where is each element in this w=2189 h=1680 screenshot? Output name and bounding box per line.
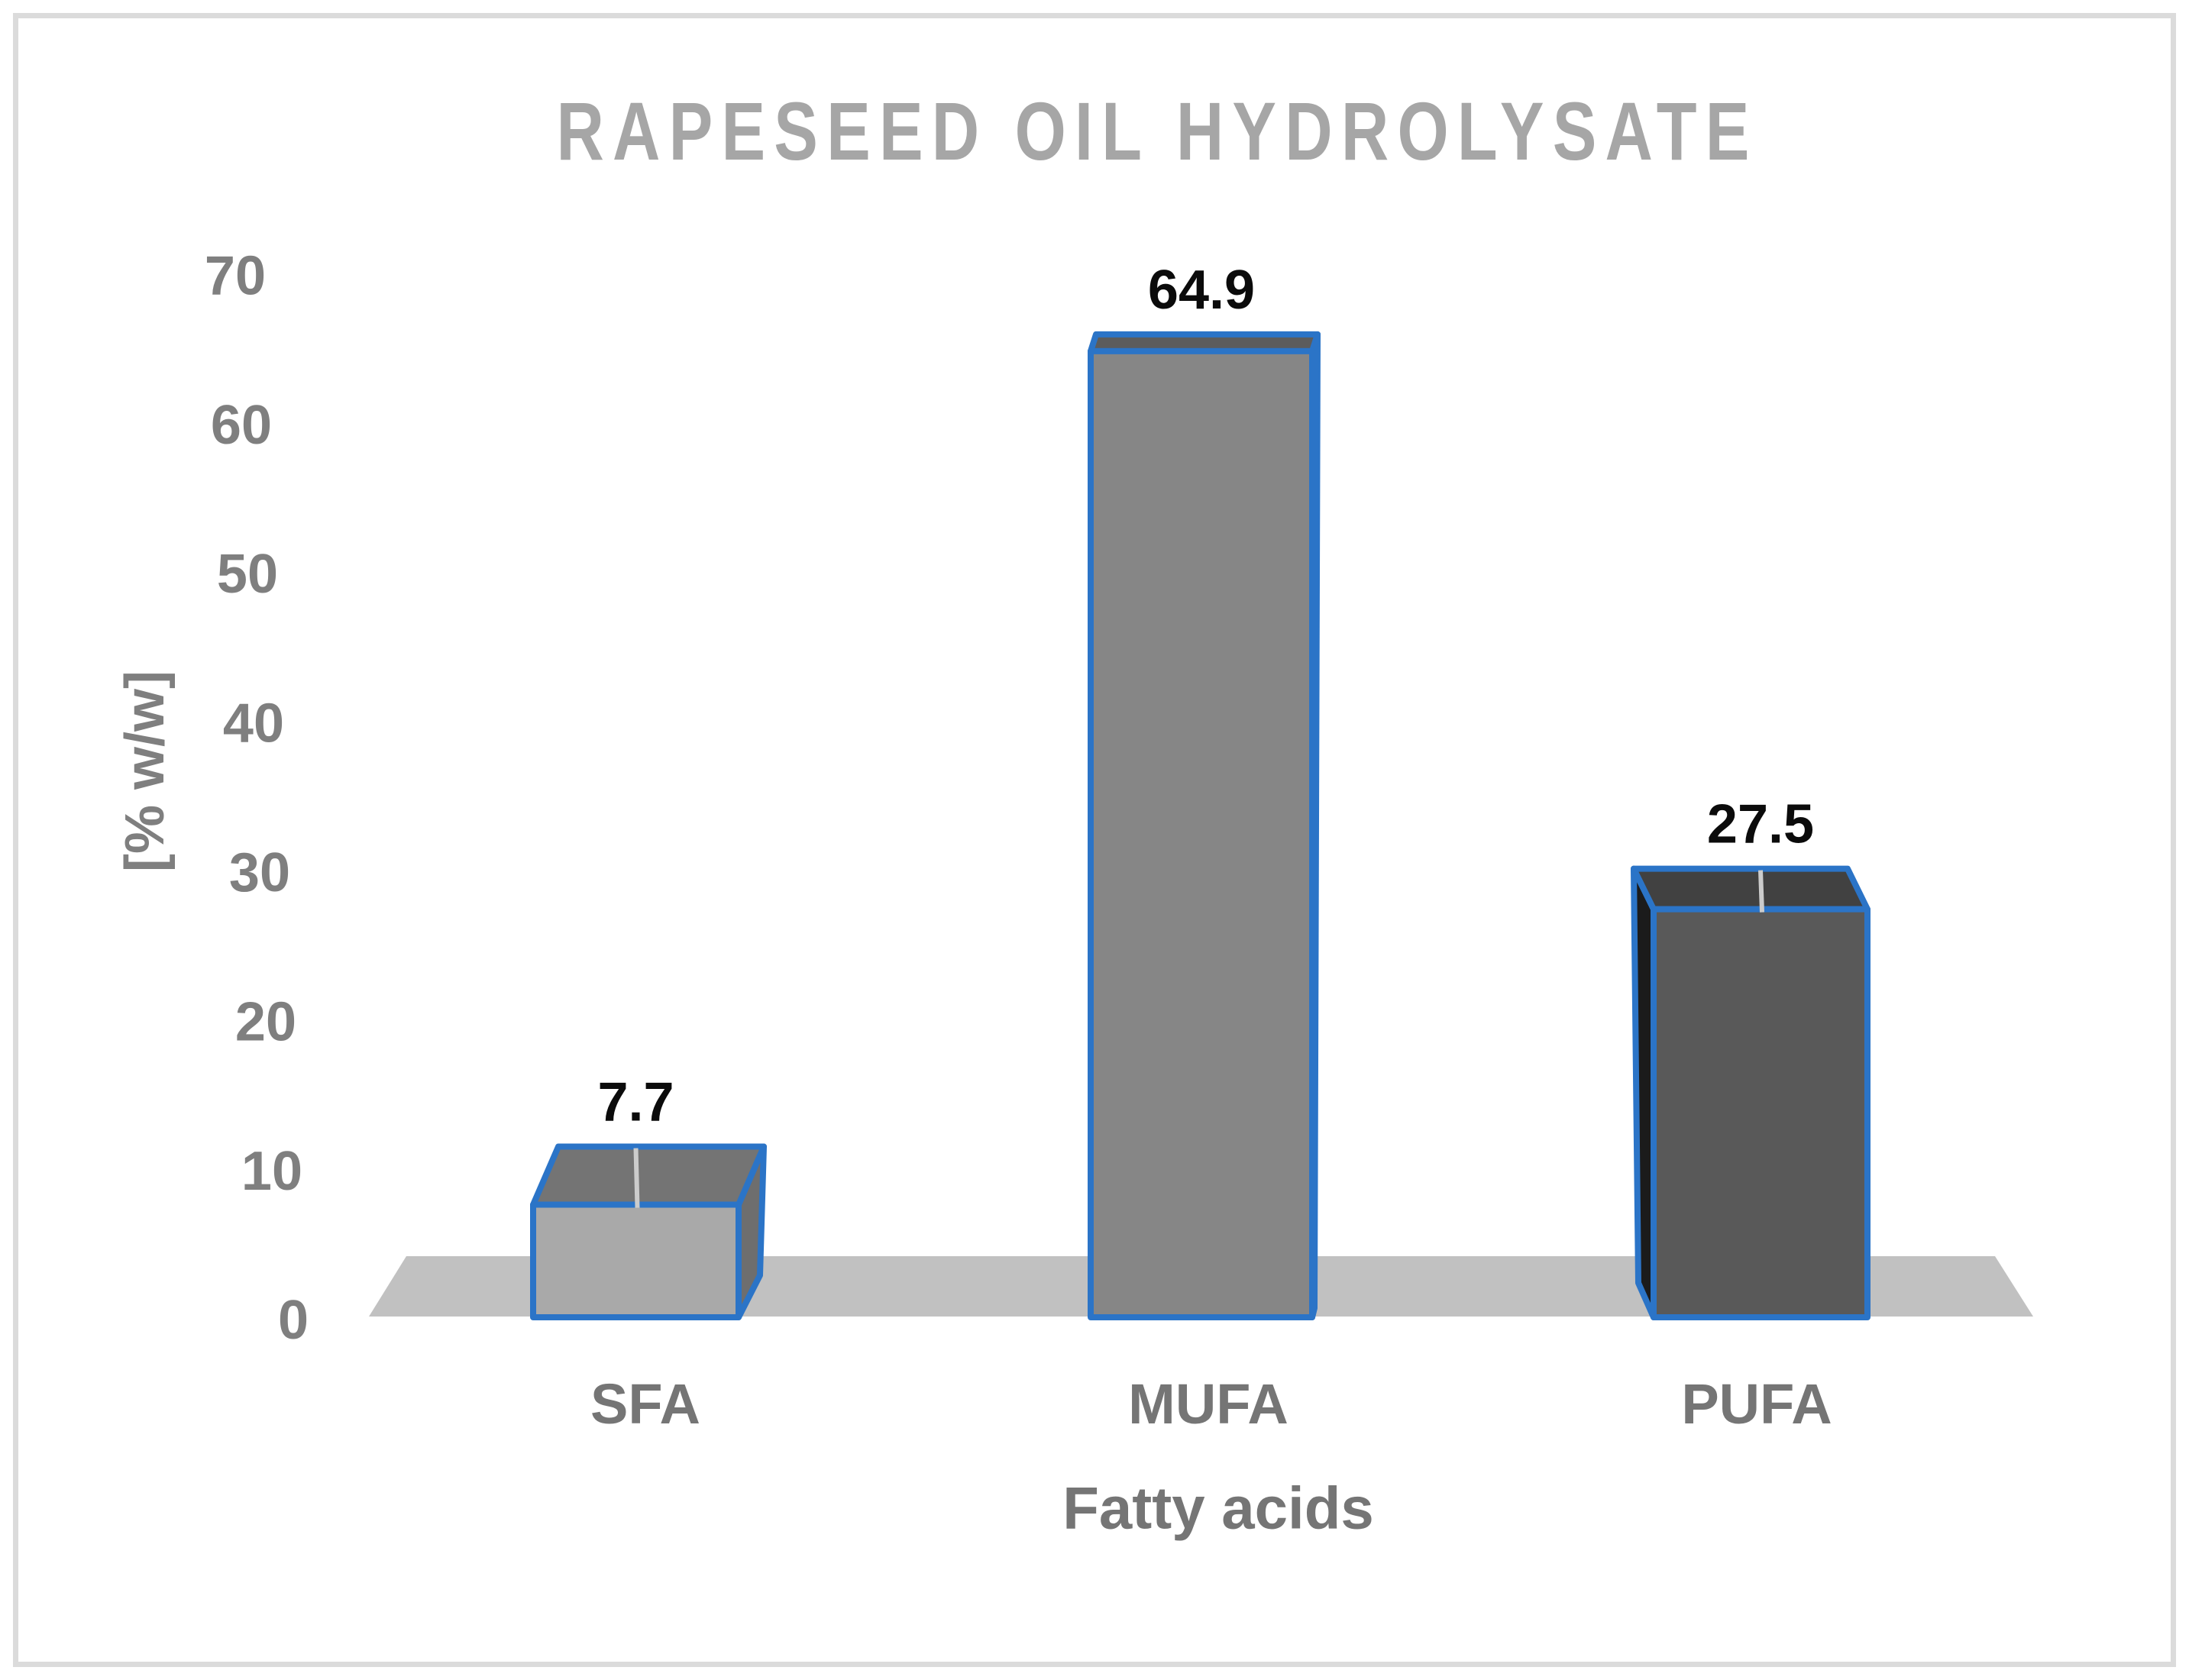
bar-mufa: 64.9 <box>1088 260 1321 1320</box>
y-tick-label: 50 <box>217 544 278 605</box>
y-tick-label: 60 <box>211 395 272 456</box>
leader-line <box>633 1148 640 1208</box>
y-tick-label: 30 <box>229 842 290 903</box>
y-tick-label: 20 <box>235 991 296 1052</box>
chart-title: RAPESEED OIL HYDROLYSATE <box>556 85 1758 177</box>
category-label: PUFA <box>1681 1372 1832 1436</box>
bar-top-face <box>1631 865 1871 913</box>
y-tick-label: 0 <box>278 1290 309 1351</box>
leader-line <box>1758 870 1764 913</box>
category-label: MUFA <box>1128 1372 1289 1436</box>
data-label: 7.7 <box>597 1072 674 1133</box>
bar-front-face <box>1088 347 1315 1320</box>
y-tick-label: 10 <box>241 1141 302 1202</box>
y-axis-title: [% w/w] <box>115 670 176 872</box>
y-tick-label: 70 <box>205 245 266 306</box>
y-tick-label: 40 <box>223 693 284 754</box>
bar-front-face <box>530 1201 742 1320</box>
bar-top-face <box>530 1143 767 1208</box>
bar-front-face <box>1651 906 1871 1320</box>
figure-border <box>13 13 2176 1667</box>
bar-pufa: 27.5 <box>1631 794 1871 1320</box>
category-label: SFA <box>590 1372 700 1436</box>
x-axis-title: Fatty acids <box>1062 1474 1374 1542</box>
bar-sfa: 7.7 <box>530 1072 767 1320</box>
data-label: 27.5 <box>1707 794 1814 855</box>
data-label: 64.9 <box>1148 260 1255 321</box>
